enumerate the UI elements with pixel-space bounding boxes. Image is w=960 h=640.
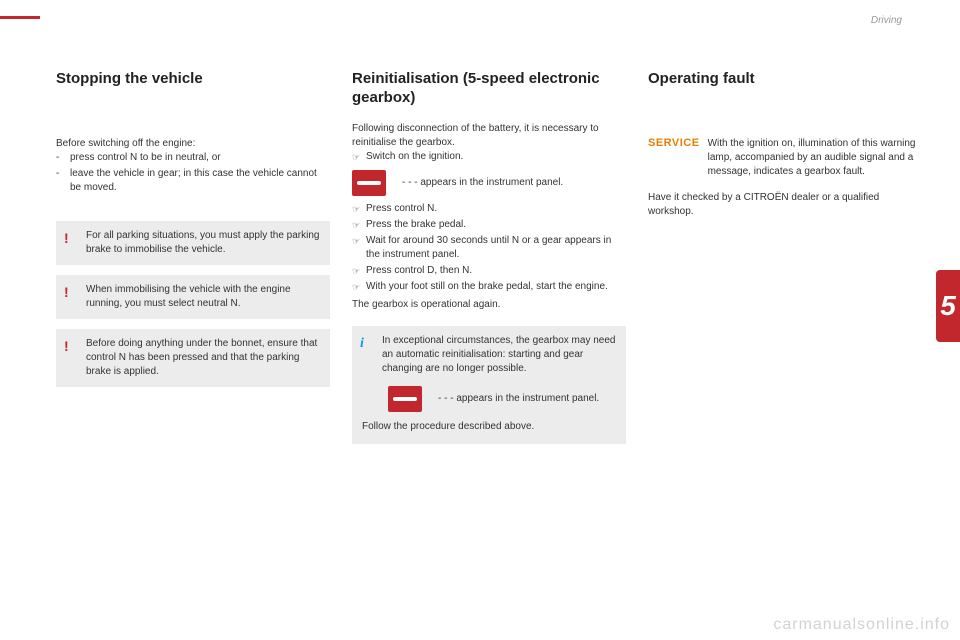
warning-callout: ! For all parking situations, you must a… [56,221,330,265]
stopping-intro: Before switching off the engine: [56,137,330,151]
warning-callout: ! Before doing anything under the bonnet… [56,329,330,387]
instrument-dash-icon [388,386,422,412]
info-text: In exceptional circumstances, the gearbo… [382,335,615,374]
reinit-intro: Following disconnection of the battery, … [352,122,626,150]
service-row: SERVICE With the ignition on, illuminati… [648,137,922,179]
accent-bar [0,16,40,19]
dash-display-row: - - - appears in the instrument panel. [388,386,616,412]
stopping-bullets: press control N to be in neutral, or lea… [56,151,330,195]
heading-stopping: Stopping the vehicle [56,70,330,89]
column-stopping: Stopping the vehicle Before switching of… [56,70,330,444]
exclamation-icon: ! [64,283,69,303]
list-item: Switch on the ignition. [352,150,626,164]
exclamation-icon: ! [64,337,69,357]
service-icon: SERVICE [648,137,700,149]
watermark: carmanualsonline.info [773,616,950,634]
list-item: Wait for around 30 seconds until N or a … [352,234,626,262]
spacer: Before switching off the engine: press c… [56,137,330,195]
dash-text: - - - appears in the instrument panel. [402,176,626,190]
fault-text: With the ignition on, illumination of th… [708,137,922,179]
page: Driving 5 Stopping the vehicle Before sw… [0,0,960,640]
heading-reinit: Reinitialisation (5-speed electronic gea… [352,70,626,108]
instrument-dash-icon [352,170,386,196]
callout-text: When immobilising the vehicle with the e… [86,284,291,309]
column-fault: Operating fault SERVICE With the ignitio… [648,70,922,444]
list-item: Press the brake pedal. [352,218,626,232]
callout-text: Before doing anything under the bonnet, … [86,338,317,377]
list-item: Press control D, then N. [352,264,626,278]
info-callout: i In exceptional circumstances, the gear… [352,326,626,444]
warning-callout: ! When immobilising the vehicle with the… [56,275,330,319]
content-grid: Stopping the vehicle Before switching of… [56,70,922,444]
info-icon: i [360,334,364,354]
dash-text: - - - appears in the instrument panel. [438,392,616,406]
list-item: leave the vehicle in gear; in this case … [56,167,330,195]
section-tab: 5 [936,270,960,342]
list-item: press control N to be in neutral, or [56,151,330,165]
dash-display-row: - - - appears in the instrument panel. [352,170,626,196]
reinit-step0: Switch on the ignition. [352,150,626,164]
list-item: With your foot still on the brake pedal,… [352,280,626,294]
reinit-steps: Press control N. Press the brake pedal. … [352,202,626,294]
heading-fault: Operating fault [648,70,922,89]
section-number: 5 [940,290,956,322]
exclamation-icon: ! [64,229,69,249]
info-follow: Follow the procedure described above. [362,420,616,434]
column-reinit: Reinitialisation (5-speed electronic gea… [352,70,626,444]
list-item: Press control N. [352,202,626,216]
breadcrumb: Driving [871,15,902,26]
fault-dealer: Have it checked by a CITROËN dealer or a… [648,191,922,219]
reinit-outro: The gearbox is operational again. [352,298,626,312]
callout-text: For all parking situations, you must app… [86,230,319,255]
